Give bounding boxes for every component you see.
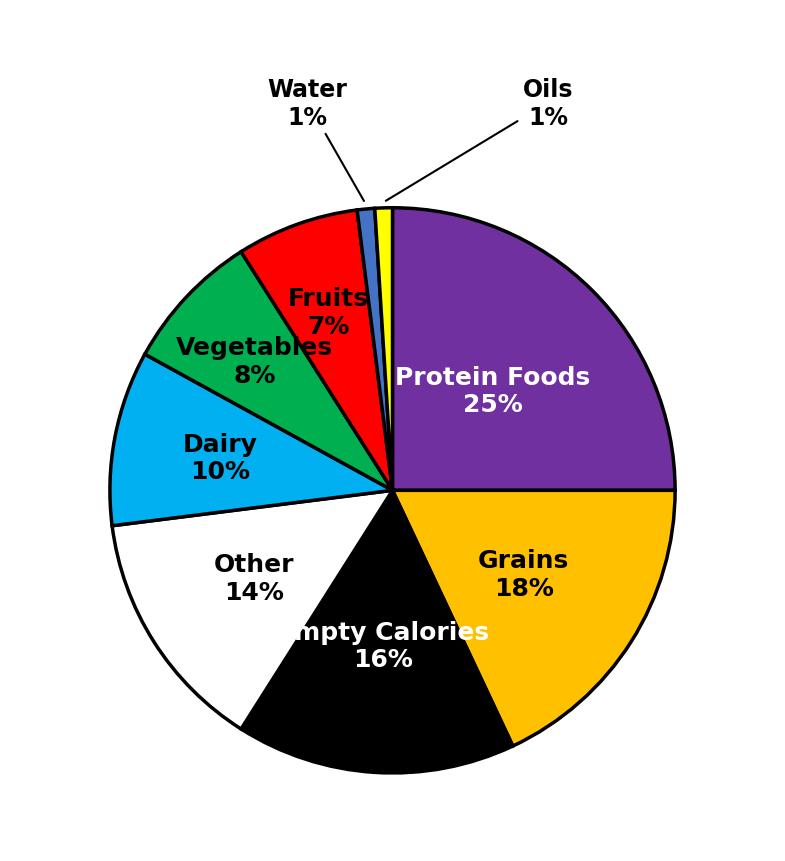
Wedge shape <box>112 491 392 729</box>
Wedge shape <box>374 208 392 491</box>
Wedge shape <box>241 491 513 773</box>
Wedge shape <box>392 491 675 746</box>
Text: Oils
1%: Oils 1% <box>385 77 573 201</box>
Wedge shape <box>357 209 392 491</box>
Text: Vegetables
8%: Vegetables 8% <box>176 336 333 387</box>
Text: Dairy
10%: Dairy 10% <box>183 432 257 484</box>
Text: Other
14%: Other 14% <box>214 553 294 604</box>
Text: Grains
18%: Grains 18% <box>478 548 569 600</box>
Wedge shape <box>145 252 392 491</box>
Text: Water
1%: Water 1% <box>268 77 364 201</box>
Wedge shape <box>241 211 392 491</box>
Wedge shape <box>110 355 392 526</box>
Text: Fruits
7%: Fruits 7% <box>288 287 369 338</box>
Text: Protein Foods
25%: Protein Foods 25% <box>395 365 590 417</box>
Wedge shape <box>392 208 675 491</box>
Text: Empty Calories
16%: Empty Calories 16% <box>276 620 489 672</box>
